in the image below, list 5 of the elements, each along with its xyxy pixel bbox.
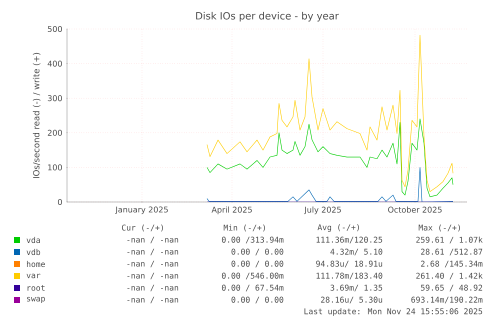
chart-title: Disk IOs per device - by year (196, 12, 339, 22)
line-series (206, 167, 454, 202)
y-axis-title: IOs/second read (-) / write (+) (32, 52, 40, 178)
line-series (206, 34, 454, 192)
line-series (206, 118, 454, 198)
